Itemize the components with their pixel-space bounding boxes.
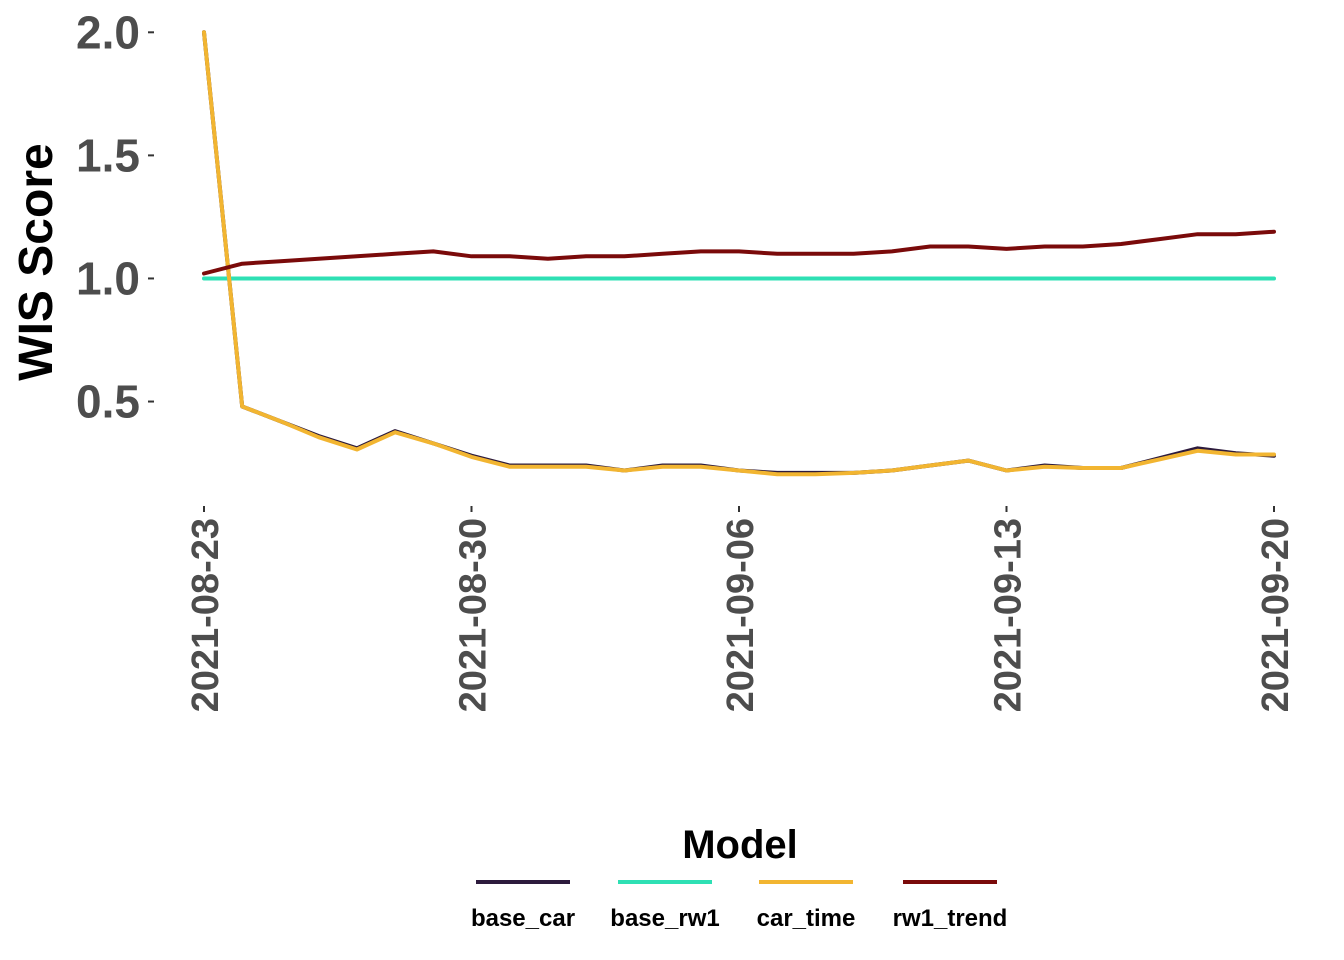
x-tick-label: 2021-08-30 bbox=[453, 518, 495, 712]
y-axis-title: WIS Score bbox=[10, 143, 63, 380]
series-line-car_time bbox=[202, 30, 1276, 477]
legend-label-base_car: base_car bbox=[471, 905, 575, 932]
legend-label-base_rw1: base_rw1 bbox=[610, 905, 719, 932]
x-axis: 2021-08-23 2021-08-30 2021-09-06 2021-09-13… bbox=[185, 506, 1297, 712]
legend: base_car base_rw1 car_time rw1_trend bbox=[471, 880, 1008, 932]
series-layer bbox=[202, 30, 1276, 477]
legend-label-car_time: car_time bbox=[757, 905, 856, 932]
y-tick-label: 0.5 bbox=[76, 376, 140, 428]
x-tick-label: 2021-09-20 bbox=[1255, 518, 1297, 712]
y-tick-label: 1.0 bbox=[76, 252, 140, 304]
x-tick-label: 2021-09-13 bbox=[988, 518, 1030, 712]
y-tick-label: 2.0 bbox=[76, 6, 140, 58]
y-tick-label: 1.5 bbox=[76, 129, 140, 181]
x-tick-label: 2021-08-23 bbox=[185, 518, 227, 712]
y-axis: 0.5 1.0 1.5 2.0 bbox=[76, 6, 154, 428]
series-line-rw1_trend bbox=[202, 229, 1276, 276]
x-tick-label: 2021-09-06 bbox=[720, 518, 762, 712]
legend-title: Model bbox=[682, 823, 798, 867]
legend-label-rw1_trend: rw1_trend bbox=[893, 905, 1008, 932]
